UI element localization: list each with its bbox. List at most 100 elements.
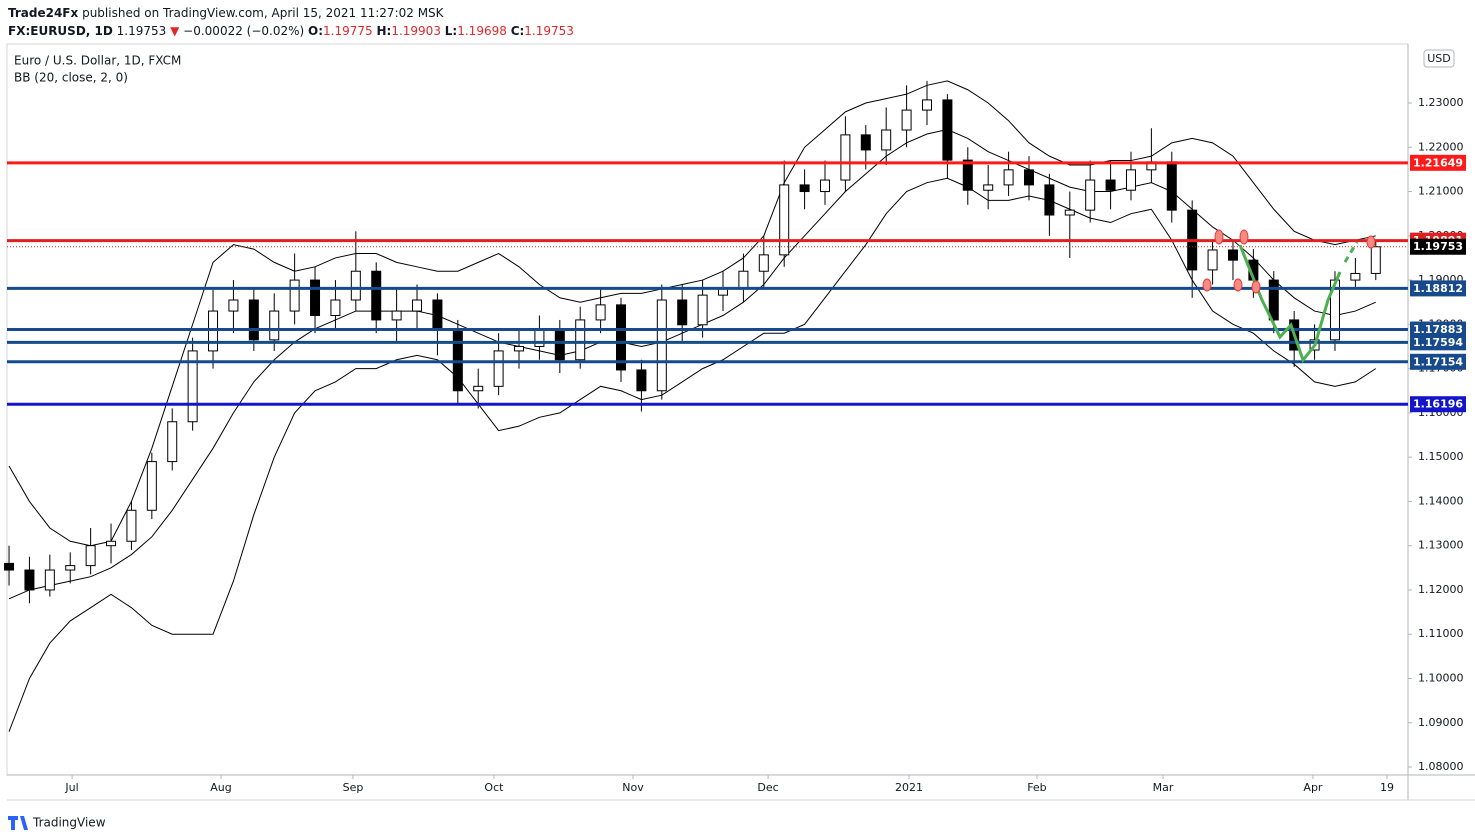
c: 1.19753	[524, 24, 574, 38]
candle-body	[575, 319, 586, 361]
candle-body	[1166, 161, 1177, 211]
x-tick-label: Aug	[210, 781, 231, 794]
candle-body	[310, 279, 321, 316]
quote-line: FX:EURUSD, 1D 1.19753 ▼ −0.00022 (−0.02%…	[8, 22, 574, 40]
publish-line: Trade24Fx published on TradingView.com, …	[8, 4, 574, 22]
pattern-projection	[1343, 241, 1359, 263]
candle-body	[248, 299, 259, 341]
candle-body	[85, 545, 96, 567]
y-tick-label: 1.23000	[1418, 96, 1464, 109]
candle-body	[514, 345, 525, 352]
x-tick-label: Sep	[343, 781, 364, 794]
brand-logo	[8, 816, 28, 830]
candle-body	[289, 279, 300, 312]
candle-body	[881, 129, 892, 151]
candle-body	[269, 310, 280, 341]
candle-body	[432, 299, 443, 331]
pattern-drawing	[1202, 229, 1376, 364]
l: 1.19698	[457, 24, 507, 38]
candle-body	[493, 350, 504, 387]
y-tick-label: 1.14000	[1418, 494, 1464, 507]
candle-body	[901, 109, 912, 131]
c-label: C:	[510, 24, 525, 38]
marker	[1214, 229, 1224, 245]
o: 1.19775	[323, 24, 373, 38]
candle-body	[44, 569, 55, 591]
symbol: FX:EURUSD, 1D	[8, 24, 113, 38]
y-tick-label: 1.21000	[1418, 185, 1464, 198]
x-tick-label: Oct	[484, 781, 504, 794]
candle-body	[840, 134, 851, 181]
candle-body	[350, 270, 361, 301]
candle-body	[1350, 272, 1361, 281]
band-lower	[8, 177, 1377, 732]
candle-body	[1003, 169, 1014, 186]
currency-box[interactable]	[1423, 49, 1455, 68]
y-tick-label: 1.12000	[1418, 583, 1464, 596]
marker	[1233, 278, 1243, 292]
price-label: 1.18812	[1413, 282, 1463, 295]
candle-body	[1207, 249, 1218, 271]
candle-body	[228, 299, 239, 312]
price-label: 1.19753	[1413, 240, 1463, 253]
candle-body	[330, 299, 341, 316]
candle-body	[860, 134, 871, 151]
candle-body	[595, 304, 606, 321]
arrow: ▼	[170, 24, 180, 38]
price-label: 1.17154	[1413, 355, 1463, 368]
candle-body	[799, 184, 810, 193]
candle-body	[1370, 246, 1381, 274]
candle-body	[656, 299, 667, 392]
candle-body	[1227, 249, 1238, 261]
chart-title: Euro / U.S. Dollar, 1D, FXCM	[14, 54, 181, 68]
candle-body	[391, 310, 402, 321]
candle-body	[1044, 184, 1055, 216]
candle-body	[554, 328, 565, 361]
candle-body	[962, 159, 973, 191]
candle-body	[1023, 169, 1034, 186]
indicator-label: BB (20, close, 2, 0)	[14, 71, 128, 85]
candle-body	[24, 569, 35, 591]
price-label-box	[1410, 334, 1466, 351]
pattern-line	[1238, 244, 1342, 364]
y-tick-label: 1.08000	[1418, 760, 1464, 773]
candle-body	[942, 99, 953, 161]
candle-body	[106, 540, 117, 547]
price-label: 1.17594	[1413, 336, 1463, 349]
candle-body	[187, 350, 198, 423]
candle-body	[412, 299, 423, 312]
candle-body	[146, 461, 157, 511]
candle-body	[1064, 209, 1075, 216]
price: 1.19753	[116, 24, 167, 38]
brand: TradingView	[8, 816, 106, 830]
candle-body	[677, 299, 688, 326]
price-label-box	[1410, 353, 1466, 370]
candle-body	[697, 294, 708, 326]
candle-body	[167, 421, 178, 463]
candle-body	[616, 304, 627, 371]
candle-body	[371, 270, 382, 321]
candle-body	[738, 270, 749, 290]
price-label-box	[1410, 238, 1466, 255]
price-label: 1.17883	[1413, 323, 1463, 336]
h: 1.19903	[391, 24, 441, 38]
candle-body	[779, 184, 790, 256]
y-tick-label: 1.15000	[1418, 450, 1464, 463]
currency[interactable]: USD	[1427, 52, 1451, 65]
plot-frame	[6, 43, 1409, 776]
price-label-box	[1410, 280, 1466, 297]
price-label-box	[1410, 321, 1466, 338]
candle-body	[1268, 279, 1279, 321]
candle-body	[636, 369, 647, 392]
candle-body	[65, 565, 76, 571]
y-tick-label: 1.10000	[1418, 671, 1464, 684]
o-label: O:	[308, 24, 324, 38]
published: published on TradingView.com, April 15, …	[82, 6, 444, 20]
candle-body	[4, 562, 15, 571]
y-tick-label: 1.09000	[1418, 716, 1464, 729]
change: −0.00022 (−0.02%)	[183, 24, 305, 38]
plot	[4, 80, 1408, 732]
y-tick-label: 1.22000	[1418, 140, 1464, 153]
